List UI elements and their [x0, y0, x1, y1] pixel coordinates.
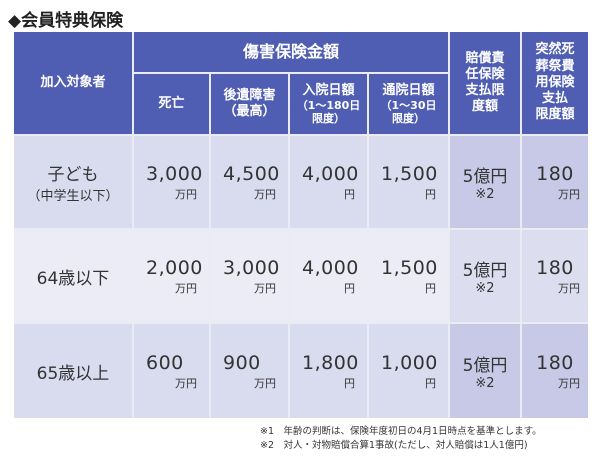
header-hospital-line2: （1〜180日	[296, 98, 361, 112]
header-liability-line2: 任保険	[465, 66, 505, 82]
value-unit: 円	[344, 187, 355, 201]
header-liability-line3: 支払限	[465, 83, 505, 98]
header-hospital-line1: 入院日額	[302, 82, 355, 98]
header-disability-line2: （最高）	[223, 104, 276, 119]
value-number: 3,000	[223, 256, 280, 279]
value-number: 1,500	[381, 256, 438, 279]
value-unit: 万円	[254, 376, 276, 390]
header-disability: 後遺障害 （最高）	[211, 74, 288, 134]
value-number: 2,000	[146, 256, 203, 279]
header-funeral-line3: 用保険	[535, 74, 575, 90]
cell-death: 600 万円	[134, 324, 209, 418]
table-row-label: 子ども （中学生以下）	[14, 136, 132, 228]
cell-liability: 5億円 ※2	[450, 324, 520, 418]
value-note: ※2	[475, 187, 495, 202]
header-group-label: 傷害保険金額	[242, 42, 339, 61]
row-label-main: 子ども	[47, 165, 99, 185]
cell-outpatient: 1,500 円	[369, 230, 448, 322]
footnote-2: ※2 対人・対物賠償合算1事故(ただし、対人賠償は1人1億円)	[260, 440, 528, 451]
footnotes: ※1 年齢の判断は、保険年度初日の4月1日時点を基準とします。 ※2 対人・対物…	[260, 425, 542, 453]
header-funeral: 突然死 葬祭費 用保険 支払 限度額	[522, 32, 588, 134]
header-liability-line4: 度額	[471, 99, 498, 115]
value-unit: 万円	[175, 376, 197, 390]
insurance-table: 加入対象者 傷害保険金額 死亡 後遺障害 （最高） 入院日額 （1〜180日 限…	[14, 32, 588, 418]
value-unit: 万円	[175, 281, 197, 295]
cell-funeral: 180 万円	[522, 324, 588, 418]
value-note: ※2	[475, 376, 495, 391]
value-number: 5億円	[462, 261, 508, 281]
header-funeral-line4: 支払	[541, 91, 568, 107]
cell-liability: 5億円 ※2	[450, 136, 520, 228]
value-unit: 万円	[558, 376, 580, 390]
page-title: ◆会員特典保険	[8, 11, 124, 31]
value-note: ※2	[475, 281, 495, 296]
footnote-1: ※1 年齢の判断は、保険年度初日の4月1日時点を基準とします。	[260, 426, 542, 437]
cell-liability: 5億円 ※2	[450, 230, 520, 322]
value-number: 5億円	[462, 356, 508, 376]
value-number: 180	[536, 256, 574, 279]
cell-funeral: 180 万円	[522, 230, 588, 322]
value-number: 900	[223, 351, 261, 374]
header-applicant-label: 加入対象者	[40, 74, 106, 90]
header-outpatient-line1: 通院日額	[382, 82, 435, 98]
row-label-main: 64歳以下	[36, 268, 110, 289]
header-outpatient-line2: （1〜30日	[380, 98, 437, 112]
value-number: 1,000	[381, 351, 438, 374]
cell-disability: 900 万円	[211, 324, 288, 418]
cell-hospital: 1,800 円	[290, 324, 367, 418]
header-group: 傷害保険金額	[134, 32, 448, 72]
value-number: 600	[146, 351, 184, 374]
value-number: 1,800	[302, 351, 359, 374]
table-row-label: 65歳以上	[14, 324, 132, 418]
value-number: 4,000	[302, 256, 359, 279]
table-row-label: 64歳以下	[14, 230, 132, 322]
row-label-main: 65歳以上	[36, 363, 110, 384]
cell-outpatient: 1,000 円	[369, 324, 448, 418]
value-number: 180	[536, 351, 574, 374]
value-unit: 円	[425, 187, 436, 201]
value-unit: 万円	[254, 187, 276, 201]
value-unit: 万円	[558, 187, 580, 201]
cell-funeral: 180 万円	[522, 136, 588, 228]
header-liability-line1: 賠償責	[465, 50, 505, 66]
value-unit: 円	[344, 376, 355, 390]
value-unit: 円	[425, 281, 436, 295]
value-unit: 万円	[558, 281, 580, 295]
cell-outpatient: 1,500 円	[369, 136, 448, 228]
value-number: 5億円	[462, 167, 508, 187]
cell-death: 3,000 万円	[134, 136, 209, 228]
cell-disability: 3,000 万円	[211, 230, 288, 322]
header-funeral-line1: 突然死	[535, 42, 575, 58]
header-hospital: 入院日額 （1〜180日 限度）	[290, 74, 367, 134]
value-number: 3,000	[146, 162, 203, 185]
value-unit: 円	[425, 376, 436, 390]
header-applicant: 加入対象者	[14, 32, 132, 134]
value-unit: 円	[344, 281, 355, 295]
header-funeral-line2: 葬祭費	[535, 58, 575, 74]
value-unit: 万円	[254, 281, 276, 295]
header-liability: 賠償責 任保険 支払限 度額	[450, 32, 520, 134]
cell-death: 2,000 万円	[134, 230, 209, 322]
header-funeral-line5: 限度額	[535, 107, 575, 123]
header-death: 死亡	[134, 74, 209, 134]
value-number: 180	[536, 162, 574, 185]
header-outpatient: 通院日額 （1〜30日 限度）	[369, 74, 448, 134]
row-label-sub: （中学生以下）	[27, 189, 119, 204]
cell-hospital: 4,000 円	[290, 230, 367, 322]
header-hospital-line3: 限度）	[312, 112, 345, 126]
cell-disability: 4,500 万円	[211, 136, 288, 228]
value-number: 1,500	[381, 162, 438, 185]
value-number: 4,500	[223, 162, 280, 185]
value-number: 4,000	[302, 162, 359, 185]
cell-hospital: 4,000 円	[290, 136, 367, 228]
value-unit: 万円	[175, 187, 197, 201]
header-outpatient-line3: 限度）	[392, 112, 425, 126]
header-death-label: 死亡	[158, 95, 185, 111]
header-disability-line1: 後遺障害	[223, 87, 276, 103]
